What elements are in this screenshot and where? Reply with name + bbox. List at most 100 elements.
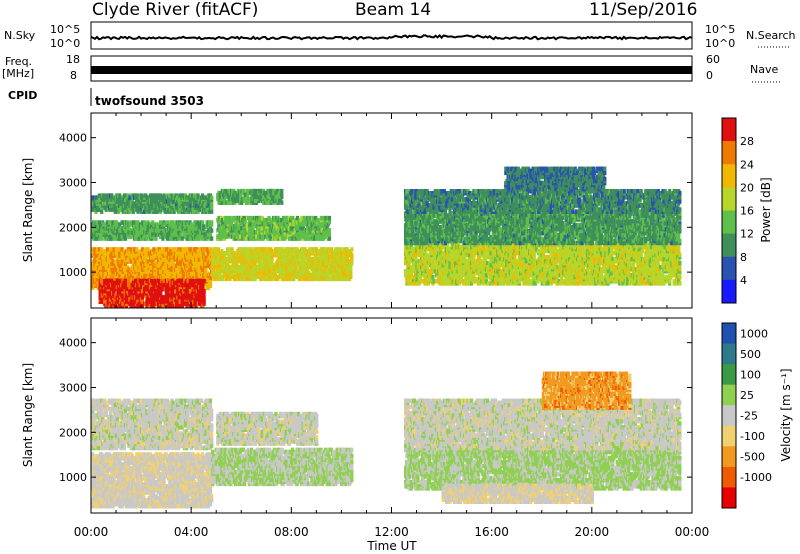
echo-cell (210, 236, 214, 241)
nsearch-tick-top: 10^5 (705, 24, 735, 36)
echo-cell (201, 267, 205, 272)
echo-cell (123, 278, 127, 284)
echo-cell (103, 273, 107, 278)
echo-cell (174, 289, 178, 294)
echo-cell (131, 277, 135, 282)
echo-cell (208, 283, 213, 289)
nave-label: Nave (750, 64, 778, 76)
echo-cell (120, 247, 124, 252)
echo-cell (162, 247, 166, 252)
echo-cell (152, 284, 156, 290)
echo-cell (190, 295, 194, 300)
echo-cell (98, 265, 103, 270)
freq-label: Freq. (5, 56, 32, 68)
echo-cell (150, 255, 154, 260)
echo-cell (150, 286, 154, 292)
echo-cell (170, 193, 174, 198)
echo-cell (104, 193, 108, 198)
echo-cell (143, 220, 147, 225)
echo-cell (268, 268, 272, 274)
nave-tick-top: 60 (706, 54, 720, 66)
echo-cell (210, 195, 214, 200)
echo-cell (159, 249, 163, 254)
echo-cell (230, 247, 234, 252)
echo-cell (151, 232, 155, 237)
echo-cell (179, 247, 183, 252)
echo-cell (177, 295, 181, 300)
echo-cell (163, 295, 167, 300)
echo-cell (110, 267, 114, 272)
echo-cell (127, 278, 131, 284)
echo-cell (210, 220, 214, 225)
echo-cell (178, 193, 182, 198)
echo-cell (102, 253, 106, 258)
echo-cell (146, 259, 150, 264)
nsearch-label: N.Search (746, 30, 796, 42)
nsky-strip (90, 21, 693, 50)
echo-cell (108, 271, 112, 276)
echo-cell (140, 303, 144, 308)
cpid-value: twofsound 3503 (95, 95, 204, 107)
nsky-label: N.Sky (4, 30, 35, 42)
echo-cell (194, 226, 198, 231)
echo-cell (108, 220, 112, 225)
echo-cell (98, 232, 103, 237)
echo-cell (150, 293, 154, 298)
echo-cell (159, 193, 163, 198)
nsearch-tick-bottom: 10^0 (705, 38, 735, 50)
echo-cell (136, 226, 140, 231)
echo-cell (104, 207, 108, 212)
echo-cell (129, 220, 133, 225)
echo-cell (156, 291, 160, 296)
echo-cell (121, 275, 125, 280)
echo-cell (190, 224, 194, 229)
echo-cell (150, 193, 154, 198)
echo-cell (204, 267, 208, 272)
echo-cell (195, 297, 199, 302)
echo-cell (163, 209, 167, 214)
echo-cell (154, 236, 158, 241)
echo-cell (133, 220, 137, 225)
echo-cell (181, 205, 185, 210)
echo-cell (112, 205, 116, 210)
echo-cell (168, 263, 172, 268)
echo-cell (106, 291, 110, 296)
echo-cell (291, 215, 295, 221)
echo-cell (110, 193, 114, 198)
echo-cell (178, 299, 182, 304)
echo-cell (181, 273, 185, 278)
echo-cell (228, 215, 232, 221)
echo-cell (163, 195, 167, 200)
echo-cell (102, 222, 106, 227)
echo-cell (210, 203, 214, 208)
echo-cell (193, 193, 197, 198)
echo-cell (123, 193, 128, 198)
echo-cell (151, 297, 155, 302)
freq-trace (91, 66, 692, 74)
echo-cell (270, 249, 274, 254)
echo-cell (118, 273, 122, 278)
echo-cell (164, 247, 168, 252)
echo-cell (210, 209, 214, 214)
cpid-label: CPID (8, 90, 37, 102)
echo-cell (182, 301, 186, 306)
echo-cell (154, 232, 158, 237)
echo-cell (280, 188, 284, 194)
echo-cell (327, 215, 331, 221)
echo-cell (197, 265, 201, 270)
echo-cell (189, 247, 193, 252)
echo-cell (105, 247, 109, 252)
nsky-tick-top: 10^5 (50, 24, 80, 36)
echo-cell (181, 201, 185, 206)
echo-cell (100, 209, 104, 214)
echo-cell (201, 284, 205, 290)
echo-cell (102, 201, 106, 206)
echo-cell (198, 234, 202, 239)
echo-cell (172, 232, 176, 237)
echo-cell (176, 261, 180, 266)
echo-cell (174, 205, 179, 210)
echo-cell (208, 232, 213, 237)
echo-cell (202, 278, 206, 284)
echo-cell (202, 224, 206, 229)
